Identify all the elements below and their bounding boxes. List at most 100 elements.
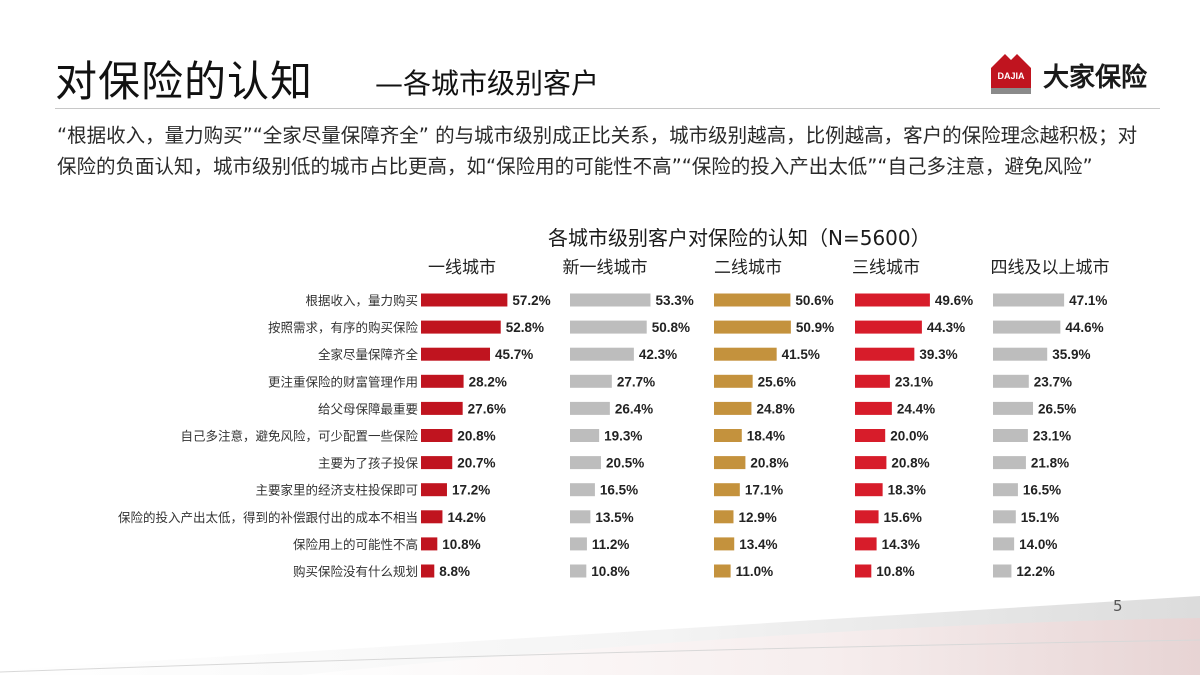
value-label-1-5: 19.3% bbox=[604, 429, 642, 444]
bar-4-0 bbox=[993, 293, 1065, 307]
bar-3-1 bbox=[855, 320, 922, 334]
bar-0-8 bbox=[421, 510, 443, 524]
bar-1-5 bbox=[570, 429, 600, 442]
value-label-1-7: 16.5% bbox=[600, 483, 638, 498]
value-label-1-3: 27.7% bbox=[617, 374, 655, 389]
bar-2-1 bbox=[714, 320, 791, 334]
category-label-9: 保险用上的可能性不高 bbox=[293, 537, 418, 552]
value-label-0-5: 20.8% bbox=[457, 429, 495, 444]
category-label-8: 保险的投入产出太低，得到的补偿跟付出的成本不相当 bbox=[118, 510, 418, 525]
value-label-2-9: 13.4% bbox=[739, 537, 777, 552]
value-label-2-2: 41.5% bbox=[782, 347, 820, 362]
value-label-0-4: 27.6% bbox=[468, 401, 506, 416]
value-label-0-3: 28.2% bbox=[469, 374, 507, 389]
category-label-7: 主要家里的经济支柱投保即可 bbox=[255, 483, 418, 498]
value-label-4-4: 26.5% bbox=[1038, 401, 1076, 416]
bar-0-3 bbox=[421, 374, 464, 388]
category-label-3: 更注重保险的财富管理作用 bbox=[268, 374, 418, 389]
bar-2-7 bbox=[714, 483, 740, 497]
series-header-4: 四线及以上城市 bbox=[991, 258, 1110, 277]
bar-1-8 bbox=[570, 510, 591, 524]
bar-3-8 bbox=[855, 510, 879, 524]
bar-0-10 bbox=[421, 564, 435, 578]
bar-4-4 bbox=[993, 401, 1034, 415]
bar-3-0 bbox=[855, 293, 930, 307]
summary-paragraph: “根据收入，量力购买”“全家尽量保障齐全” 的与城市级别成正比关系，城市级别越高… bbox=[57, 124, 1138, 178]
bar-1-0 bbox=[570, 293, 651, 307]
category-label-10: 购买保险没有什么规划 bbox=[293, 564, 418, 579]
value-label-1-0: 53.3% bbox=[655, 293, 693, 308]
bar-3-7 bbox=[855, 483, 883, 497]
bar-2-10 bbox=[714, 564, 731, 578]
bar-0-2 bbox=[421, 347, 491, 361]
bar-1-3 bbox=[570, 374, 612, 388]
value-label-2-5: 18.4% bbox=[747, 429, 785, 444]
value-label-2-1: 50.9% bbox=[796, 320, 834, 335]
category-label-1: 按照需求，有序的购买保险 bbox=[268, 320, 419, 335]
category-label-0: 根据收入，量力购买 bbox=[305, 293, 418, 308]
bar-4-2 bbox=[993, 347, 1048, 361]
page-subtitle: —各城市级别客户 bbox=[375, 67, 600, 100]
bar-1-7 bbox=[570, 483, 595, 497]
bar-2-9 bbox=[714, 537, 735, 551]
logo-mark-text: DAJIA bbox=[997, 71, 1025, 81]
value-label-2-6: 20.8% bbox=[750, 456, 788, 471]
chart-title: 各城市级别客户对保险的认知（N=5600） bbox=[548, 226, 931, 250]
company-logo: DAJIA 大家保险 bbox=[985, 48, 1165, 100]
category-label-6: 主要为了孩子投保 bbox=[318, 456, 419, 471]
value-label-3-6: 20.8% bbox=[891, 456, 929, 471]
value-label-0-1: 52.8% bbox=[506, 320, 544, 335]
value-label-4-1: 44.6% bbox=[1065, 320, 1103, 335]
value-label-0-9: 10.8% bbox=[442, 537, 480, 552]
value-label-1-6: 20.5% bbox=[606, 456, 644, 471]
value-label-4-10: 12.2% bbox=[1016, 564, 1054, 579]
value-label-1-4: 26.4% bbox=[615, 401, 653, 416]
value-label-3-3: 23.1% bbox=[895, 374, 933, 389]
value-label-1-1: 50.8% bbox=[652, 320, 690, 335]
page-title: 对保险的认知 bbox=[55, 57, 314, 106]
bar-1-9 bbox=[570, 537, 587, 551]
value-label-3-9: 14.3% bbox=[882, 537, 920, 552]
value-label-0-2: 45.7% bbox=[495, 347, 533, 362]
category-label-4: 给父母保障最重要 bbox=[318, 401, 418, 416]
logo-mark-icon: DAJIA bbox=[991, 54, 1031, 94]
bar-2-6 bbox=[714, 456, 746, 470]
value-label-4-9: 14.0% bbox=[1019, 537, 1057, 552]
bar-4-9 bbox=[993, 537, 1015, 551]
value-label-4-6: 21.8% bbox=[1031, 456, 1069, 471]
value-label-4-8: 15.1% bbox=[1021, 510, 1059, 525]
value-label-0-7: 17.2% bbox=[452, 483, 490, 498]
bar-0-1 bbox=[421, 320, 501, 334]
value-label-4-0: 47.1% bbox=[1069, 293, 1107, 308]
bar-0-4 bbox=[421, 401, 463, 415]
value-label-0-6: 20.7% bbox=[457, 456, 495, 471]
series-header-1: 新一线城市 bbox=[563, 258, 648, 277]
logo-text: 大家保险 bbox=[1043, 63, 1148, 93]
bar-2-0 bbox=[714, 293, 791, 307]
value-label-1-9: 11.2% bbox=[592, 537, 630, 552]
bar-4-5 bbox=[993, 429, 1028, 442]
bar-1-1 bbox=[570, 320, 647, 334]
value-label-2-8: 12.9% bbox=[738, 510, 776, 525]
value-label-4-5: 23.1% bbox=[1033, 429, 1071, 444]
bar-1-10 bbox=[570, 564, 587, 578]
bar-4-7 bbox=[993, 483, 1018, 497]
title-divider bbox=[55, 108, 1160, 109]
bar-2-2 bbox=[714, 347, 777, 361]
value-label-1-10: 10.8% bbox=[591, 564, 629, 579]
bar-2-4 bbox=[714, 401, 752, 415]
value-label-1-8: 13.5% bbox=[595, 510, 633, 525]
category-label-2: 全家尽量保障齐全 bbox=[318, 347, 419, 362]
bar-1-2 bbox=[570, 347, 634, 361]
value-label-2-3: 25.6% bbox=[758, 374, 796, 389]
bar-2-5 bbox=[714, 429, 742, 442]
value-label-3-5: 20.0% bbox=[890, 429, 928, 444]
bar-4-1 bbox=[993, 320, 1061, 334]
value-label-3-8: 15.6% bbox=[884, 510, 922, 525]
value-label-0-8: 14.2% bbox=[447, 510, 485, 525]
series-header-0: 一线城市 bbox=[428, 258, 496, 277]
value-label-1-2: 42.3% bbox=[639, 347, 677, 362]
